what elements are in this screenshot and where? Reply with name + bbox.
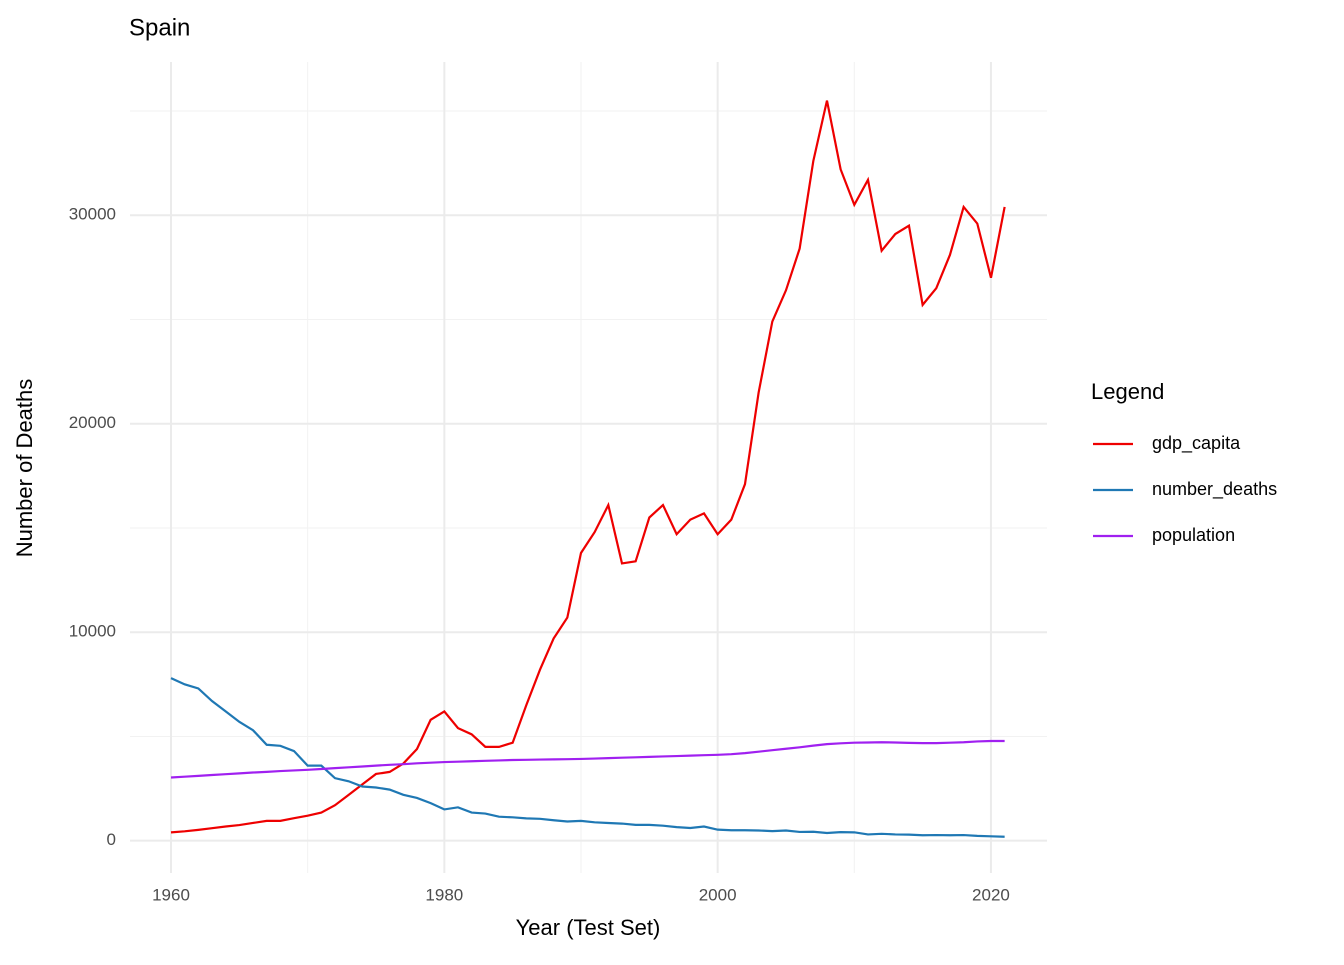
x-tick-label: 2020: [972, 885, 1010, 904]
y-tick-label: 0: [107, 830, 116, 849]
x-tick-label: 1980: [425, 885, 463, 904]
x-tick-label: 1960: [152, 885, 190, 904]
series-line: [170, 739, 1005, 779]
y-tick-label: 30000: [69, 205, 116, 224]
x-tick-label: 2000: [699, 885, 737, 904]
y-axis-title: Number of Deaths: [12, 379, 37, 558]
legend-label: number_deaths: [1152, 479, 1277, 500]
series-line: [170, 677, 1005, 838]
legend-title: Legend: [1091, 379, 1164, 404]
legend-label: gdp_capita: [1152, 433, 1241, 454]
y-tick-label: 10000: [69, 622, 116, 641]
chart-title: Spain: [129, 14, 190, 41]
series-line: [170, 100, 1006, 834]
legend-label: population: [1152, 525, 1235, 545]
x-axis-title: Year (Test Set): [516, 915, 661, 940]
y-tick-label: 20000: [69, 413, 116, 432]
